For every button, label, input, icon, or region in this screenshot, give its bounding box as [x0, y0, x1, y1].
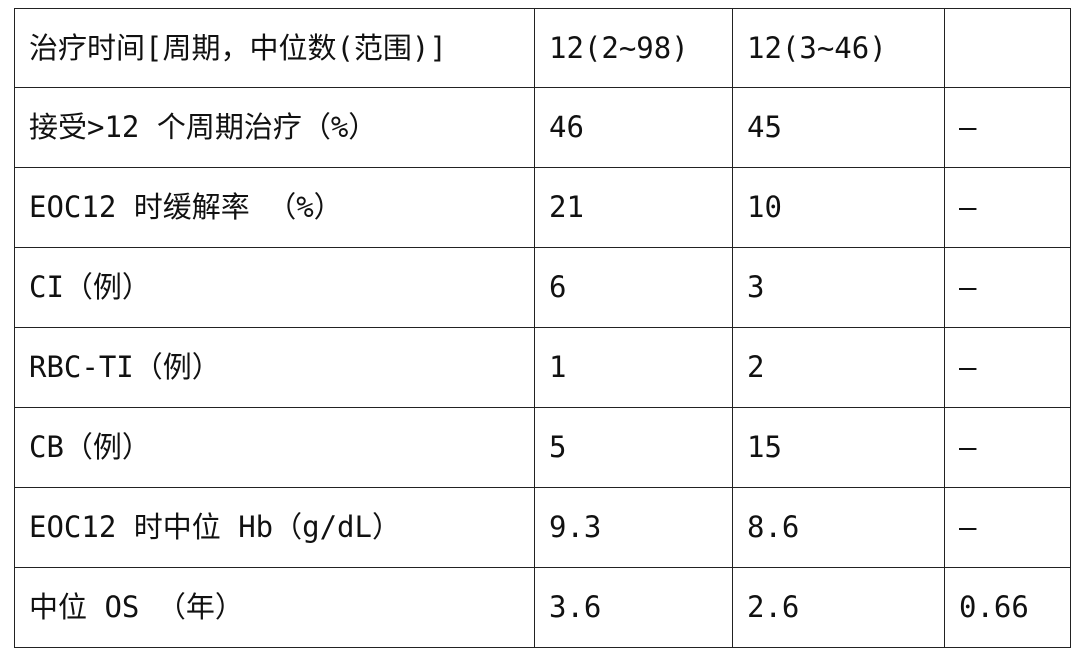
- table-row: CB（例） 5 15 –: [14, 407, 1071, 488]
- group-b-value: 45: [732, 87, 945, 168]
- table-row: RBC-TI（例） 1 2 –: [14, 327, 1071, 408]
- p-value: –: [944, 407, 1071, 488]
- group-a-value: 1: [534, 327, 733, 408]
- p-value: 0.66: [944, 567, 1071, 648]
- group-b-value: 3: [732, 247, 945, 328]
- table-row: EOC12 时缓解率 （%） 21 10 –: [14, 167, 1071, 248]
- results-table: 治疗时间[周期，中位数(范围)] 12(2~98) 12(3~46) 接受>12…: [14, 8, 1071, 648]
- group-a-value: 21: [534, 167, 733, 248]
- row-label: CI（例）: [14, 247, 535, 328]
- group-b-value: 15: [732, 407, 945, 488]
- table-row: CI（例） 6 3 –: [14, 247, 1071, 328]
- p-value: –: [944, 167, 1071, 248]
- row-label: CB（例）: [14, 407, 535, 488]
- table-row: 接受>12 个周期治疗（%） 46 45 –: [14, 87, 1071, 168]
- p-value: –: [944, 487, 1071, 568]
- group-a-value: 3.6: [534, 567, 733, 648]
- p-value: –: [944, 247, 1071, 328]
- group-a-value: 12(2~98): [534, 8, 733, 88]
- table-row: 中位 OS （年） 3.6 2.6 0.66: [14, 567, 1071, 648]
- p-value: –: [944, 327, 1071, 408]
- group-b-value: 8.6: [732, 487, 945, 568]
- group-a-value: 5: [534, 407, 733, 488]
- group-b-value: 12(3~46): [732, 8, 945, 88]
- row-label: EOC12 时中位 Hb（g/dL）: [14, 487, 535, 568]
- row-label: EOC12 时缓解率 （%）: [14, 167, 535, 248]
- group-b-value: 2: [732, 327, 945, 408]
- row-label: 治疗时间[周期，中位数(范围)]: [14, 8, 535, 88]
- table-row: EOC12 时中位 Hb（g/dL） 9.3 8.6 –: [14, 487, 1071, 568]
- p-value: [944, 8, 1071, 88]
- group-b-value: 10: [732, 167, 945, 248]
- row-label: RBC-TI（例）: [14, 327, 535, 408]
- group-b-value: 2.6: [732, 567, 945, 648]
- group-a-value: 6: [534, 247, 733, 328]
- group-a-value: 46: [534, 87, 733, 168]
- row-label: 中位 OS （年）: [14, 567, 535, 648]
- group-a-value: 9.3: [534, 487, 733, 568]
- table-row: 治疗时间[周期，中位数(范围)] 12(2~98) 12(3~46): [14, 8, 1071, 88]
- row-label: 接受>12 个周期治疗（%）: [14, 87, 535, 168]
- p-value: –: [944, 87, 1071, 168]
